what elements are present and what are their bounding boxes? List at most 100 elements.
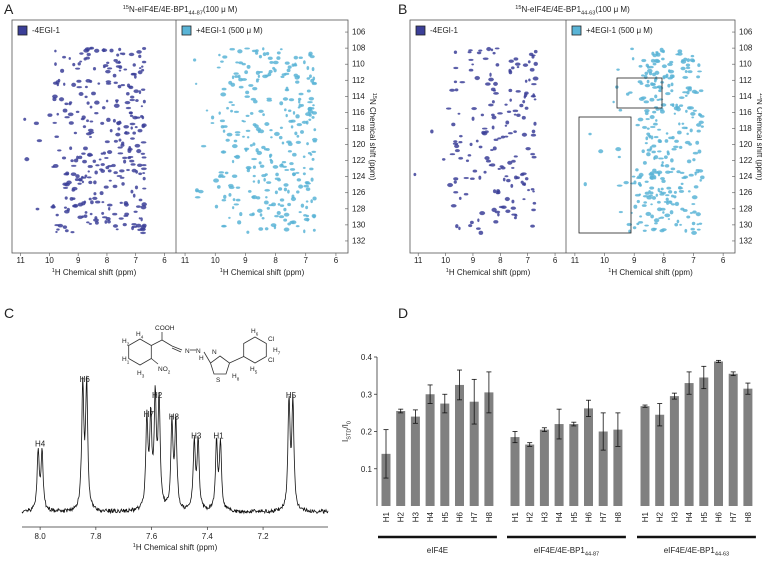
peak-spot [308, 96, 315, 101]
peak-spot [697, 169, 704, 173]
atom-label: COOH [155, 325, 175, 332]
peak-spot [75, 110, 80, 114]
peak-spot [279, 48, 283, 51]
peak-spot [667, 218, 671, 221]
peak-spot [296, 123, 302, 127]
peak-spot [113, 171, 118, 175]
peak-spot [453, 50, 458, 54]
peak-spot [282, 97, 289, 101]
text-segment: N Chemical shift (ppm) [755, 99, 762, 181]
peak-spot [276, 56, 281, 60]
peak-spot [680, 66, 686, 71]
bar [425, 394, 435, 506]
y-tick-label: 114 [739, 92, 752, 101]
peak-spot [266, 97, 272, 100]
y-tick-label: 118 [739, 124, 752, 133]
peak-spot [666, 150, 670, 154]
text-segment: H Chemical shift (ppm) [449, 268, 531, 277]
text-segment: H [136, 331, 141, 338]
text-segment: Cl [268, 357, 275, 364]
peak-spot [510, 206, 517, 210]
bar [684, 383, 694, 506]
y-tick-label: 126 [739, 188, 753, 197]
peak-spot [639, 215, 643, 218]
peak-spot [127, 147, 133, 151]
peak-spot [62, 186, 69, 189]
peak-spot [453, 80, 458, 84]
text-segment: H [251, 328, 256, 335]
peak-spot [506, 178, 511, 183]
peak-spot [56, 228, 60, 231]
peak-spot [233, 139, 238, 143]
peak-spot [638, 172, 644, 177]
peak-spot [649, 191, 654, 195]
peak-spot [674, 201, 680, 207]
peak-spot [664, 164, 670, 168]
peak-spot [463, 192, 469, 196]
peak-spot [119, 169, 125, 173]
peak-spot [283, 72, 290, 76]
peak-spot [115, 228, 119, 231]
peak-spot [453, 180, 457, 184]
peak-spot [653, 58, 660, 63]
y-tick-label: 108 [352, 44, 366, 53]
peak-spot [477, 218, 480, 223]
peak-spot [140, 167, 147, 171]
text-segment: H Chemical shift (ppm) [611, 268, 693, 277]
text-segment: 2 [168, 370, 171, 375]
peak-spot [222, 55, 228, 59]
peak-spot [232, 198, 236, 202]
peak-spot [113, 81, 118, 85]
peak-spot [68, 57, 71, 60]
peak-spot [699, 178, 703, 182]
peak-spot [511, 159, 516, 163]
peak-spot [292, 111, 296, 115]
peak-spot [239, 211, 243, 217]
peak-spot [691, 116, 695, 119]
peak-spot [292, 172, 296, 177]
bar [469, 401, 479, 506]
peak-spot [274, 214, 279, 218]
peak-spot [644, 142, 648, 145]
peak-spot [254, 51, 259, 55]
peak-spot [447, 182, 454, 188]
peak-spot [649, 146, 653, 151]
peak-spot [658, 217, 661, 220]
peak-spot [141, 68, 145, 72]
peak-spot [676, 170, 681, 174]
peak-spot [108, 179, 112, 182]
peak-spot [112, 184, 118, 189]
peak-spot [650, 135, 654, 140]
peak-spot [617, 155, 621, 159]
peak-spot [453, 140, 458, 143]
peak-spot [231, 103, 235, 106]
peak-spot [648, 190, 651, 193]
peak-spot [685, 86, 692, 90]
x-tick-label: 7.4 [202, 532, 214, 541]
peak-spot [655, 108, 660, 111]
peak-spot [312, 228, 316, 232]
peak-spot [129, 114, 134, 118]
peak-spot [670, 82, 674, 87]
peak-spot [441, 158, 446, 161]
peak-spot [488, 77, 494, 82]
peak-spot [93, 218, 99, 222]
text-segment: S [216, 377, 221, 384]
peak-spot [532, 190, 535, 193]
peak-spot [279, 204, 285, 207]
x-tick-label: H3 [411, 511, 420, 522]
peak-spot [76, 86, 83, 89]
peak-spot [672, 145, 679, 149]
x-tick-label: H4 [426, 511, 435, 522]
peak-spot [303, 184, 310, 188]
peak-spot [651, 196, 657, 200]
peak-spot [306, 65, 310, 71]
peak-spot [62, 225, 68, 229]
peak-spot [128, 85, 134, 90]
peak-spot [86, 221, 90, 224]
peak-spot [194, 82, 198, 85]
peak-spot [272, 60, 279, 65]
peak-label: H8 [169, 413, 180, 422]
peak-spot [506, 110, 512, 113]
peak-spot [453, 66, 459, 70]
